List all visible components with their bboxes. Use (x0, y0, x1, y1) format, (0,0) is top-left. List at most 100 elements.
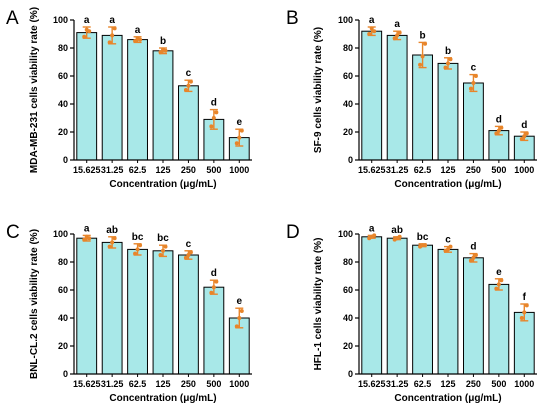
data-point-15.625-3 (372, 29, 377, 34)
y-axis-title: HFL-1 cells viability rate (%) (313, 238, 324, 371)
data-point-250-1 (468, 258, 473, 263)
y-tick-label: 40 (343, 313, 353, 323)
panel-letter: C (6, 222, 20, 243)
x-axis-title: Concentration (μg/mL) (109, 179, 216, 190)
data-point-1000-2 (522, 310, 527, 315)
significance-letter: c (186, 239, 192, 250)
x-tick-label: 500 (206, 165, 221, 175)
bar-500 (488, 283, 510, 375)
data-point-250-2 (471, 255, 476, 260)
data-point-1000-2 (237, 316, 242, 320)
data-point-15.625-2 (369, 26, 374, 31)
data-point-31.25-3 (112, 26, 117, 31)
x-tick-label: 62.5 (129, 165, 147, 175)
y-tick-label: 0 (63, 155, 68, 165)
significance-letter: c (471, 63, 477, 74)
data-point-15.625-3 (87, 29, 92, 34)
y-tick-label: 40 (58, 313, 68, 323)
bar-15.625 (76, 32, 98, 161)
data-point-250-3 (473, 74, 478, 78)
x-tick-label: 250 (466, 165, 481, 175)
data-point-250-1 (183, 88, 188, 92)
data-point-15.625-3 (372, 233, 377, 238)
significance-letter: e (237, 117, 243, 128)
x-tick-label: 250 (181, 379, 196, 389)
x-tick-label: 31.25 (386, 379, 409, 389)
x-axis-title: Concentration (μg/mL) (394, 179, 501, 190)
y-tick-label: 20 (343, 341, 353, 351)
significance-letter: d (496, 114, 502, 125)
x-tick-label: 1000 (514, 379, 534, 389)
data-point-500-1 (494, 286, 499, 291)
y-tick-label: 80 (58, 43, 68, 53)
x-tick-label: 15.625 (358, 379, 386, 389)
data-point-500-2 (211, 116, 216, 120)
panel-letter: B (286, 8, 299, 29)
data-point-62.5-1 (133, 39, 138, 43)
y-tick-label: 100 (338, 229, 353, 239)
data-point-250-1 (183, 255, 188, 260)
x-tick-label: 1000 (229, 379, 249, 389)
x-tick-label: 62.5 (129, 379, 147, 389)
data-point-15.625-1 (82, 34, 87, 39)
y-tick-label: 20 (58, 127, 68, 137)
bar-62.5 (412, 54, 433, 161)
x-tick-label: 15.625 (358, 165, 386, 175)
y-tick-label: 100 (53, 229, 68, 239)
y-tick-label: 60 (343, 71, 353, 81)
x-tick-label: 250 (181, 165, 196, 175)
data-point-15.625-3 (87, 236, 92, 241)
bar-31.25 (386, 34, 408, 161)
data-point-1000-2 (522, 134, 527, 139)
x-tick-label: 1000 (514, 165, 534, 175)
data-point-125-1 (443, 65, 448, 70)
data-point-1000-2 (237, 135, 242, 140)
data-point-250-1 (468, 86, 473, 91)
x-tick-label: 125 (155, 379, 170, 389)
bar-31.25 (386, 237, 408, 375)
x-axis-title: Concentration (μg/mL) (394, 393, 501, 404)
y-tick-label: 60 (343, 285, 353, 295)
x-tick-label: 125 (155, 165, 170, 175)
y-axis-title: MDA-MB-231 cells viability rate (%) (29, 7, 40, 173)
bar-250 (463, 82, 484, 161)
data-point-62.5-2 (420, 54, 425, 59)
data-point-62.5-3 (423, 243, 428, 248)
data-point-31.25-1 (107, 40, 112, 45)
data-point-500-2 (211, 285, 216, 290)
y-tick-label: 60 (58, 71, 68, 81)
y-tick-label: 100 (53, 15, 68, 25)
significance-letter: e (496, 267, 502, 278)
bar-125 (437, 248, 459, 375)
significance-letter: a (369, 15, 375, 26)
significance-letter: f (523, 292, 527, 303)
data-point-62.5-1 (133, 251, 138, 256)
y-tick-label: 80 (58, 257, 68, 267)
significance-letter: d (211, 98, 217, 109)
data-point-125-3 (448, 57, 453, 62)
significance-letter: b (420, 30, 426, 41)
significance-letter: a (84, 223, 90, 234)
bar-15.625 (76, 237, 98, 375)
data-point-31.25-1 (392, 36, 397, 41)
significance-letter: e (237, 296, 243, 307)
data-point-125-3 (163, 48, 168, 53)
bar-125 (152, 250, 174, 375)
x-tick-label: 125 (440, 165, 455, 175)
x-tick-label: 250 (466, 379, 481, 389)
significance-letter: a (394, 19, 400, 30)
data-point-500-3 (499, 278, 504, 283)
data-point-31.25-2 (395, 33, 400, 38)
data-point-31.25-2 (110, 240, 115, 245)
data-point-62.5-3 (138, 243, 143, 248)
significance-letter: ab (391, 225, 403, 236)
data-point-31.25-3 (397, 30, 402, 35)
data-point-125-1 (158, 50, 163, 55)
data-point-500-3 (214, 110, 219, 115)
significance-letter: d (211, 268, 217, 279)
significance-letter: a (84, 15, 90, 26)
data-point-250-2 (471, 81, 476, 85)
bar-31.25 (101, 34, 123, 161)
data-point-31.25-2 (110, 33, 115, 38)
